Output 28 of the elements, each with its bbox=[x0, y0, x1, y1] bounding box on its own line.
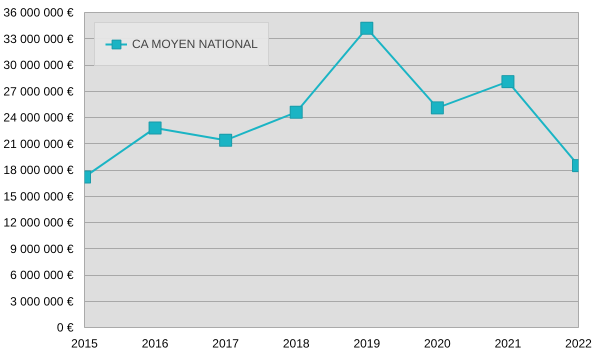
y-tick-label: 33 000 000 € bbox=[3, 32, 74, 46]
y-tick-label: 18 000 000 € bbox=[3, 163, 74, 177]
point bbox=[219, 134, 232, 147]
y-tick-label: 3 000 000 € bbox=[10, 294, 74, 308]
y-tick-label: 9 000 000 € bbox=[10, 242, 74, 256]
x-tick-label: 2015 bbox=[71, 336, 98, 350]
x-tick-label: 2018 bbox=[282, 336, 310, 350]
x-tick-label: 2022 bbox=[565, 336, 592, 350]
point bbox=[430, 101, 444, 114]
y-tick-label: 0 € bbox=[56, 320, 74, 334]
x-tick-label: 2017 bbox=[212, 336, 240, 350]
y-tick-label: 24 000 000 € bbox=[3, 110, 74, 124]
x-tick-label: 2020 bbox=[424, 336, 452, 350]
point bbox=[148, 122, 162, 134]
y-tick-label: 21 000 000 € bbox=[3, 136, 74, 151]
y-tick-label: 12 000 000 € bbox=[3, 216, 74, 230]
y-tick-label: 6 000 000 € bbox=[10, 268, 74, 282]
point bbox=[501, 75, 514, 88]
y-tick-label: 36 000 000 € bbox=[3, 6, 74, 20]
y-tick-label: 30 000 000 € bbox=[3, 58, 74, 72]
legend-label: CA MOYEN NATIONAL bbox=[132, 37, 258, 51]
x-tick-label: 2019 bbox=[353, 336, 380, 350]
y-tick-label: 15 000 000 € bbox=[3, 189, 74, 204]
y-tick-label: 27 000 000 € bbox=[3, 84, 74, 98]
point bbox=[360, 22, 374, 35]
x-tick-label: 2021 bbox=[494, 336, 522, 350]
x-tick-label: 2016 bbox=[142, 336, 169, 350]
point bbox=[290, 106, 303, 119]
